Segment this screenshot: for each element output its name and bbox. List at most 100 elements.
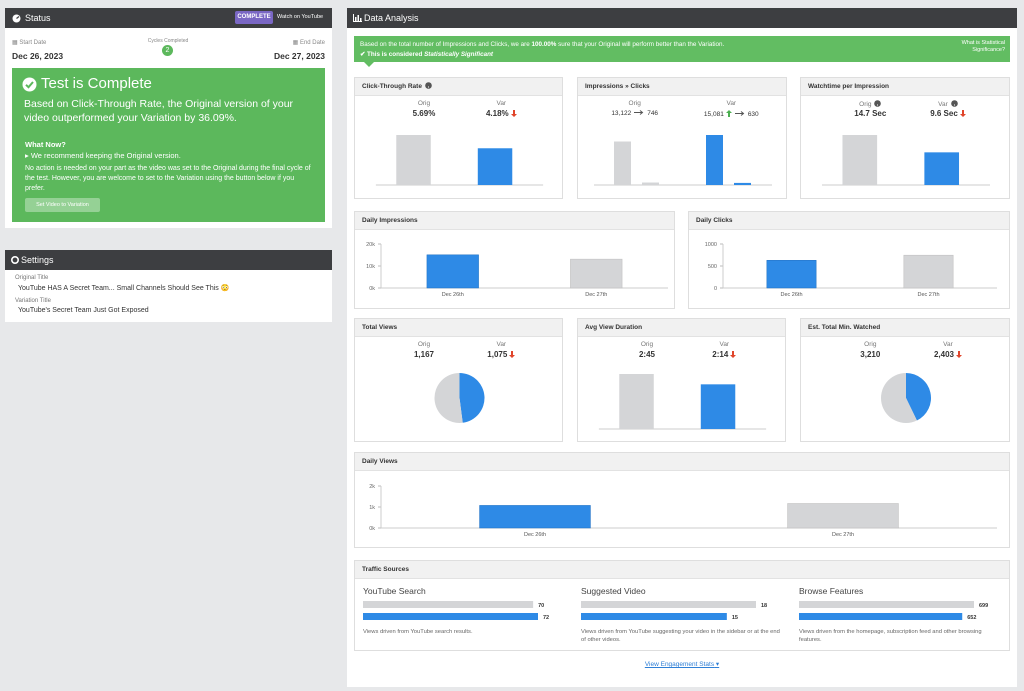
banner-after: sure that your Original will perform bet… — [556, 41, 725, 48]
x-tick-label: Dec 27th — [832, 532, 854, 538]
flow-arrow — [634, 110, 644, 115]
pie-slice — [459, 373, 485, 423]
arrow-shape — [959, 110, 966, 117]
var-value: 2:14 — [684, 350, 764, 359]
card-graphic — [594, 135, 772, 186]
complete-badge[interactable]: COMPLETE — [235, 11, 273, 24]
var-value: 2,403 — [908, 350, 988, 359]
y-tick-label: 1000 — [705, 242, 717, 248]
bar — [426, 254, 479, 289]
source-bar — [799, 601, 974, 608]
help-circle — [951, 100, 958, 107]
card-title: Est. Total Min. Watched — [801, 319, 1009, 337]
card-graphic — [881, 373, 931, 423]
card: Watchtime per Impression Orig Var 14.7 Sec 9… — [800, 77, 1010, 199]
settings-panel: Settings Original Title YouTube HAS A Se… — [5, 250, 332, 322]
bar — [787, 503, 899, 529]
orig-label: Orig — [417, 341, 431, 348]
status-title: Status — [25, 13, 51, 23]
bar — [924, 152, 960, 185]
banner-sig-before: This is considered — [367, 51, 425, 58]
orig-label: Orig — [840, 100, 900, 108]
card: Daily Views 0k 1k 2k Dec 26th Dec 27th — [354, 452, 1010, 548]
engagement-link[interactable]: View Engagement Stats ▾ — [644, 661, 720, 668]
var-label: Var — [719, 341, 730, 348]
x-tick-label: Dec 26th — [442, 292, 464, 298]
card-graphic: 0k 1k 2k Dec 26th Dec 27th — [369, 484, 997, 538]
chart-icon — [353, 14, 362, 22]
var-value-text: 1,075 — [487, 350, 508, 359]
help-dot — [953, 104, 955, 106]
help-icon — [425, 82, 432, 89]
orig-value: 2:45 — [607, 350, 687, 359]
card-graphic — [598, 374, 767, 430]
y-tick-label: 10k — [366, 264, 375, 270]
pie-slice — [906, 373, 931, 421]
set-variation-button[interactable]: Set Video to Variation — [25, 198, 100, 212]
help-dot — [427, 86, 429, 88]
card-title: Traffic Sources — [355, 561, 1009, 579]
card-title: Daily Views — [355, 453, 1009, 471]
down-arrow — [959, 110, 966, 117]
result-note: No action is needed on your part as the … — [25, 165, 311, 192]
card: Avg View Duration Orig Var 2:45 2:14 — [577, 318, 786, 442]
help-dot — [877, 104, 879, 106]
card: Daily Clicks 0 500 1000 Dec 26th Dec 27th — [688, 211, 1010, 309]
sig-link[interactable]: What is Statistical Significance? — [961, 40, 1005, 53]
orig-label: Orig — [864, 341, 877, 348]
x-tick-label: Dec 27th — [917, 292, 939, 298]
orig-title: YouTube HAS A Secret Team... Small Chann… — [18, 285, 230, 292]
banner-line: Based on the total number of Impressions… — [360, 41, 724, 48]
engagement-link-text[interactable]: View Engagement Stats — [644, 661, 715, 668]
source-value: 699 — [979, 603, 988, 609]
card-graphic: 0k 10k 20k Dec 26th Dec 27th — [366, 242, 668, 298]
var-label: Var — [496, 341, 507, 348]
card: Total Views Orig Var 1,167 1,075 — [354, 318, 563, 442]
bullet-text: We recommend keeping the Original versio… — [30, 151, 181, 160]
arrow-shape — [730, 351, 737, 358]
banner-percent: 100.00% — [531, 41, 557, 48]
source-description: Views driven from YouTube suggesting you… — [581, 629, 780, 643]
bar — [477, 148, 513, 185]
what-now: What Now? — [25, 140, 66, 149]
var-value-text: 4.18% — [485, 109, 509, 118]
impressions-clicks-value: 15,081 630 — [681, 110, 781, 118]
clicks-bar — [642, 182, 659, 185]
banner-before: Based on the total number of Impressions… — [360, 41, 532, 48]
card: Traffic Sources YouTube Search 70 72 Views d… — [354, 560, 1010, 651]
help-circle — [425, 82, 432, 89]
card: Daily Impressions 0k 10k 20k Dec 26th Dec 27t… — [354, 211, 675, 309]
orig-value: 3,210 — [830, 350, 910, 359]
status-panel: Status COMPLETE Watch on YouTube ▦ Start… — [5, 8, 332, 228]
var-value-text: 9.6 Sec — [930, 109, 958, 118]
result-box: Test is Complete Based on Click-Through … — [12, 68, 325, 222]
source-name: Browse Features — [799, 586, 864, 596]
var-label: Var — [918, 100, 978, 108]
watch-link[interactable]: Watch on YouTube — [277, 14, 324, 20]
impressions-value: 13,122 — [611, 110, 632, 117]
orig-value: 5.69% — [384, 109, 464, 118]
analysis-header: Data Analysis — [347, 8, 1017, 28]
source-value: 652 — [967, 615, 976, 621]
impressions-bar — [706, 135, 723, 185]
cycles-count: 2 — [162, 45, 173, 56]
card-title: Total Views — [355, 319, 562, 337]
source-value: 18 — [761, 603, 767, 609]
source-bars: 70 72 — [363, 601, 549, 621]
card: Impressions » Clicks Orig Var 13,122 746 15,0… — [577, 77, 787, 199]
y-tick-label: 1k — [369, 505, 375, 511]
banner-notch — [364, 62, 374, 67]
orig-value-text: 2:45 — [638, 350, 655, 359]
result-summary: Based on Click-Through Rate, the Origina… — [24, 98, 294, 124]
var-value-text: 2,403 — [933, 350, 955, 359]
impressions-clicks-value: 13,122 746 — [585, 110, 685, 117]
clicks-bar — [734, 182, 751, 185]
card-title: Watchtime per Impression — [801, 78, 1009, 96]
source-bar — [581, 601, 756, 608]
x-tick-label: Dec 27th — [585, 292, 607, 298]
source-bar — [363, 601, 534, 608]
settings-header: Settings — [5, 250, 332, 270]
orig-value: 14.7 Sec — [830, 109, 910, 118]
gauge-icon — [12, 14, 21, 23]
flow-arrow-shape — [734, 111, 745, 116]
